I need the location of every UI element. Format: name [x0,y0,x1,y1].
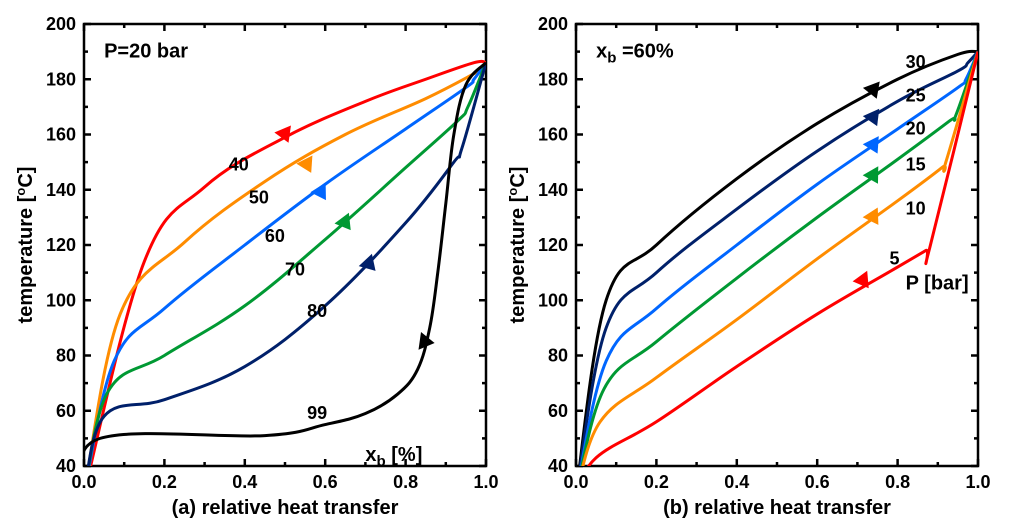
xtick-label: 0.8 [393,472,418,492]
xtick-label: 0.2 [152,472,177,492]
series-label-30: 30 [906,52,926,72]
ytick-label: 100 [538,290,568,310]
panel-b: 0.00.20.40.60.81.04060801001201401601802… [505,14,991,519]
xtick-label: 0.6 [313,472,338,492]
ytick-label: 180 [538,69,568,89]
xtick-label: 1.0 [965,472,990,492]
series-label-99: 99 [307,403,327,423]
series-label-10: 10 [906,199,926,219]
ytick-label: 160 [538,125,568,145]
ytick-label: 100 [46,290,76,310]
figure: 0.00.20.40.60.81.04060801001201401601802… [0,0,1024,525]
arrow-icon [310,183,333,205]
arrow-icon [335,213,358,236]
ytick-label: 60 [56,401,76,421]
ytick-label: 120 [46,235,76,255]
panel-a: 0.00.20.40.60.81.04060801001201401601802… [13,14,499,519]
xtick-label: 0.2 [644,472,669,492]
series-label-40: 40 [229,154,249,174]
series-label-20: 20 [906,119,926,139]
series-label-5: 5 [890,248,900,268]
ytick-label: 160 [46,125,76,145]
ytick-label: 120 [538,235,568,255]
xtick-label: 1.0 [473,472,498,492]
xaxis-title: (b) relative heat transfer [663,497,891,519]
ytick-label: 80 [56,346,76,366]
panel-annotation: P=20 bar [104,41,188,63]
yaxis-title: temperature [oC] [13,167,37,324]
plot-border [84,24,486,466]
arrow-icon [359,254,382,277]
arrow-icon [863,81,885,101]
series-label-50: 50 [249,188,269,208]
ytick-label: 140 [538,180,568,200]
xaxis-title: (a) relative heat transfer [172,497,399,519]
series-label-60: 60 [265,226,285,246]
ytick-label: 40 [548,456,568,476]
ytick-label: 200 [538,14,568,34]
ytick-label: 140 [46,180,76,200]
ytick-label: 60 [548,401,568,421]
ytick-label: 40 [56,456,76,476]
ytick-label: 80 [548,346,568,366]
xtick-label: 0.8 [885,472,910,492]
ytick-label: 200 [46,14,76,34]
xtick-label: 0.6 [805,472,830,492]
xtick-label: 0.4 [232,472,257,492]
arrow-icon [274,125,296,146]
series-label-25: 25 [906,85,926,105]
series-label-15: 15 [906,154,926,174]
xtick-label: 0.4 [724,472,749,492]
panel-annotation: xb =60% [596,41,674,67]
series-label-70: 70 [285,259,305,279]
yaxis-title: temperature [oC] [505,167,529,324]
ytick-label: 180 [46,69,76,89]
series-label-80: 80 [307,301,327,321]
figure-svg: 0.00.20.40.60.81.04060801001201401601802… [0,0,1024,525]
category-label: P [bar] [906,273,969,295]
